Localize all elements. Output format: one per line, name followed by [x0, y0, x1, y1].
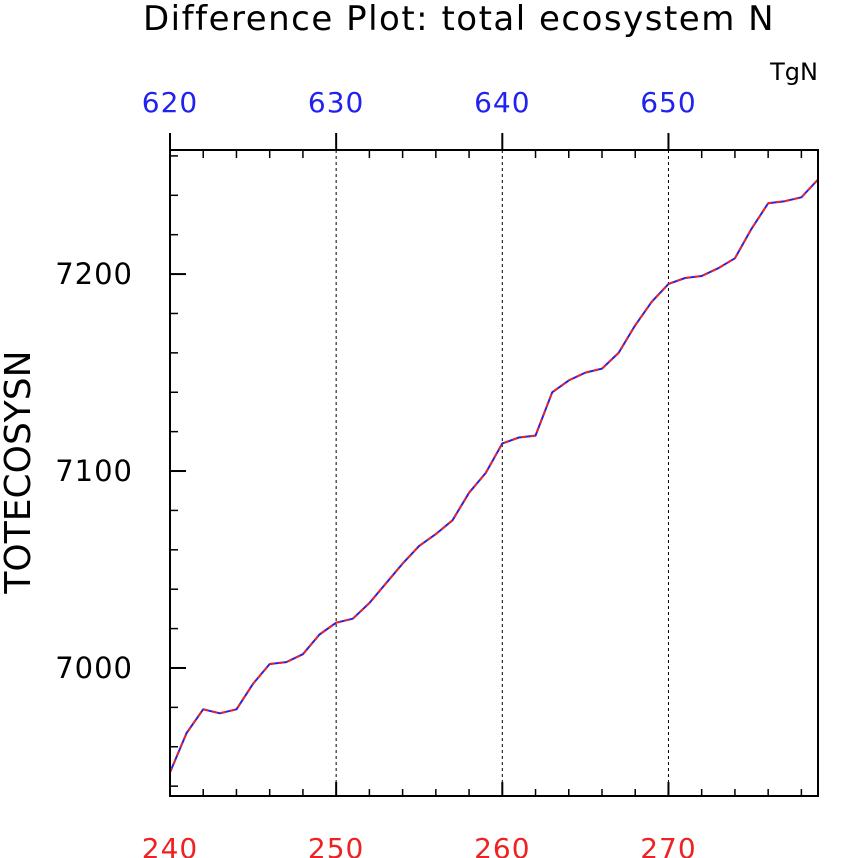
plot-frame: [169, 149, 819, 797]
tick-labels: 240 250 260 270 620 630 640 650 7000 7100 7200: [55, 86, 696, 858]
axis-ticks: [169, 133, 803, 796]
x-bottom-tick-label: 240: [142, 832, 198, 858]
x-bottom-tick-label: 250: [308, 832, 364, 858]
x-top-tick-label: 630: [308, 86, 364, 119]
series-line-solid: [169, 178, 819, 773]
y-tick-label: 7200: [55, 257, 133, 291]
series-line-dashed: [169, 178, 819, 773]
y-tick-label: 7100: [55, 454, 133, 488]
series-layer: [169, 178, 819, 773]
x-top-tick-label: 620: [142, 86, 198, 119]
x-top-tick-label: 650: [640, 86, 696, 119]
x-top-tick-label: 640: [474, 86, 530, 119]
y-tick-label: 7000: [55, 651, 133, 685]
grid-lines: [335, 150, 669, 796]
units-label: TgN: [769, 58, 818, 86]
x-bottom-tick-label: 270: [640, 832, 696, 858]
y-axis-label: TOTECOSYSN: [0, 350, 39, 594]
chart-title: Difference Plot: total ecosystem N: [143, 0, 775, 39]
x-bottom-tick-label: 260: [474, 832, 530, 858]
